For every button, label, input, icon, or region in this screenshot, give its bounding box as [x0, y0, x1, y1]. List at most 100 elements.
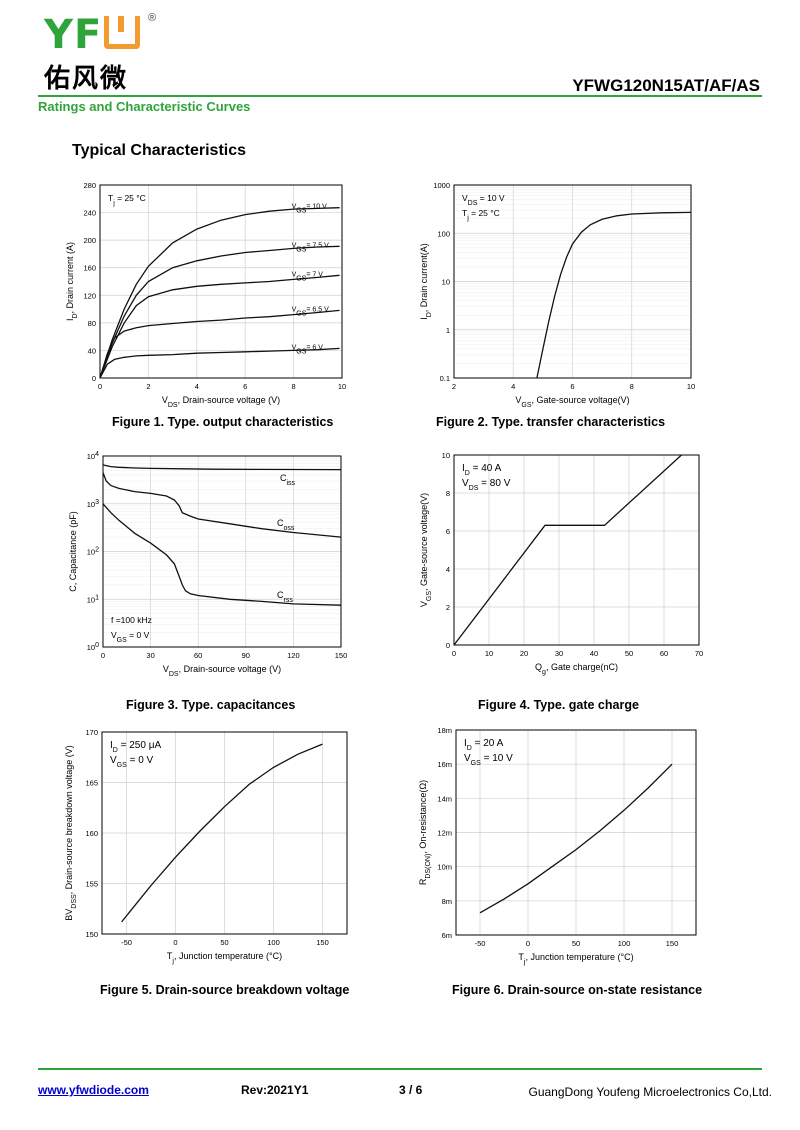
x-tick-label: 50 [220, 938, 228, 947]
chart-annotation: f =100 kHz [111, 615, 152, 625]
y-tick-label: 170 [85, 728, 98, 737]
y-tick-label: 10 [442, 278, 450, 287]
x-tick-label: 0 [173, 938, 177, 947]
chart-annotation: ID = 20 A [464, 738, 504, 752]
chart-annotation: VDS = 80 V [462, 478, 511, 492]
series-label: VGS= 7 V [292, 271, 324, 282]
y-tick-label: 4 [446, 565, 450, 574]
series-line [99, 347, 340, 379]
chart-capacitances: 0 30 60 90 120 150 100 101 102 103 104 VDS, Drain-s… [68, 451, 347, 678]
series-label: VGS= 7.5 V [292, 242, 330, 253]
y-tick-label: 150 [85, 930, 98, 939]
y-tick-label: 120 [83, 291, 96, 300]
page-number: 3 / 6 [399, 1083, 423, 1097]
y-tick-label: 240 [83, 209, 96, 218]
x-tick-label: 6 [243, 382, 247, 391]
series-label: Crss [277, 590, 293, 604]
series-line [102, 464, 342, 471]
x-tick-label: -50 [121, 938, 132, 947]
x-tick-label: 20 [520, 649, 528, 658]
y-tick-label: 8m [442, 897, 452, 906]
caption-fig5: Figure 5. Drain-source breakdown voltage [100, 983, 350, 997]
x-tick-label: 40 [590, 649, 598, 658]
series-line [99, 274, 340, 379]
x-axis-label: VGS, Gate-source voltage(V) [515, 395, 629, 409]
x-axis-label: VDS, Drain-source voltage (V) [162, 395, 280, 409]
x-tick-label: 2 [146, 382, 150, 391]
x-tick-label: 10 [687, 382, 695, 391]
x-tick-label: 90 [242, 651, 250, 660]
series-line [453, 454, 682, 646]
x-tick-label: 150 [316, 938, 329, 947]
registered-mark: ® [148, 12, 157, 24]
y-tick-label: 40 [88, 346, 96, 355]
x-tick-label: 60 [660, 649, 668, 658]
y-tick-label: 12m [437, 829, 452, 838]
plot-frame [102, 455, 342, 648]
chart-annotation: VDS = 10 V [462, 193, 505, 207]
caption-fig3: Figure 3. Type. capacitances [126, 698, 296, 712]
x-tick-label: 4 [511, 382, 515, 391]
y-axis-label: ID, Drain current(A) [419, 243, 433, 320]
y-tick-label: 280 [83, 181, 96, 190]
x-tick-label: 60 [194, 651, 202, 660]
y-tick-label: 100 [87, 642, 99, 653]
chart-annotation: Tj = 25 °C [462, 208, 500, 222]
x-tick-label: 8 [292, 382, 296, 391]
y-axis-label: VGS, Gate-source voltage(V) [419, 493, 433, 607]
page-subtitle: Ratings and Characteristic Curves [38, 99, 251, 114]
y-axis-label: BVDSS, Drain-source breakdown voltage (V… [64, 745, 78, 921]
chart-breakdown-voltage: -50 0 50 100 150 150 155 160 165 170 Tj, Junction … [64, 728, 348, 965]
chart-annotation: VGS = 10 V [464, 753, 513, 767]
chart-annotation: VGS = 0 V [111, 630, 150, 644]
y-tick-label: 18m [437, 726, 452, 735]
x-axis-label: Tj, Junction temperature (°C) [167, 951, 282, 965]
y-axis-label: C, Capacitance (pF) [68, 511, 78, 592]
plot-frame [453, 454, 700, 646]
series-label: Coss [277, 518, 295, 532]
plot-frame [101, 731, 348, 935]
y-tick-label: 2 [446, 603, 450, 612]
y-tick-label: 102 [87, 546, 99, 557]
y-tick-label: 0 [92, 374, 96, 383]
series-label: VGS= 6.5 V [292, 306, 330, 317]
series-line [121, 743, 323, 923]
y-tick-label: 165 [85, 779, 98, 788]
series-line [99, 309, 340, 379]
y-tick-label: 1 [446, 326, 450, 335]
x-tick-label: 8 [630, 382, 634, 391]
footer-divider [38, 1068, 762, 1070]
y-tick-label: 6 [446, 527, 450, 536]
x-tick-label: -50 [475, 939, 486, 948]
x-axis-label: VDS, Drain-source voltage (V) [163, 664, 281, 678]
y-axis-label: RDS(ON), On-resistance(Ω) [418, 780, 432, 885]
company-name: GuangDong Youfeng Microelectronics Co,Lt… [528, 1085, 773, 1099]
y-tick-label: 10m [437, 863, 452, 872]
x-tick-label: 4 [195, 382, 199, 391]
plot-frame [453, 184, 692, 379]
y-tick-label: 0 [446, 641, 450, 650]
plot-frame [99, 184, 343, 379]
chart-gate-charge: 0 10 20 30 40 50 60 70 0 2 4 6 8 10 Qg, Gate charge(nC… [419, 451, 703, 676]
series-line [536, 211, 692, 379]
x-tick-label: 0 [526, 939, 530, 948]
x-tick-label: 120 [287, 651, 300, 660]
y-tick-label: 14m [437, 794, 452, 803]
caption-fig1: Figure 1. Type. output characteristics [112, 415, 334, 429]
y-axis-label: ID, Drain current (A) [65, 242, 79, 321]
series-line [99, 207, 340, 379]
website-link[interactable]: www.yfwdiode.com [38, 1083, 149, 1097]
y-tick-label: 155 [85, 880, 98, 889]
plot-frame [455, 729, 697, 936]
chart-annotation: ID = 40 A [462, 463, 502, 477]
x-tick-label: 50 [625, 649, 633, 658]
chart-on-resistance: -50 0 50 100 150 6m 8m 10m 12m 14m 16m 18m Tj, Junct… [418, 726, 697, 966]
header-divider [38, 95, 762, 97]
caption-fig4: Figure 4. Type. gate charge [478, 698, 639, 712]
y-tick-label: 1000 [433, 181, 450, 190]
logo-chinese-text: 佑风微 [44, 64, 129, 94]
chart-annotation: Tj = 25 °C [108, 193, 146, 207]
y-tick-label: 160 [85, 829, 98, 838]
x-tick-label: 50 [572, 939, 580, 948]
y-tick-label: 10 [442, 451, 450, 460]
